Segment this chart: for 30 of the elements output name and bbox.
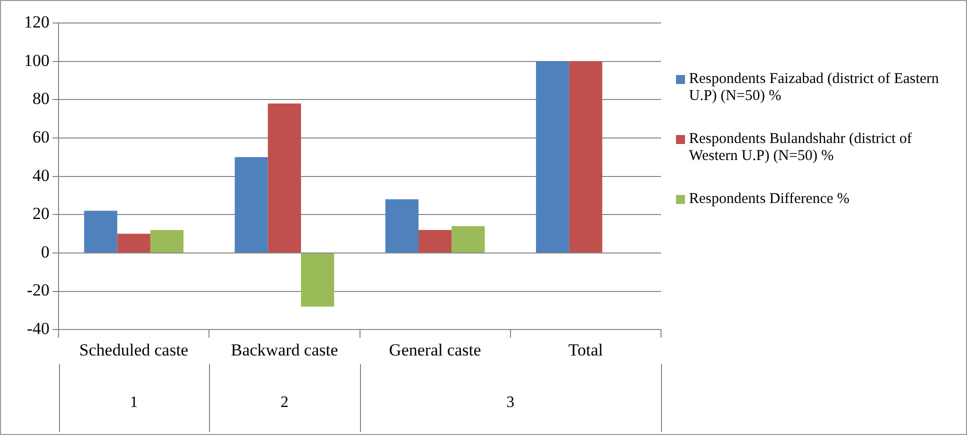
legend-label: Respondents Difference %: [689, 191, 850, 208]
y-tick-label: 40: [32, 166, 50, 185]
x-tick-label: Backward caste: [230, 340, 338, 360]
bar: [452, 226, 485, 252]
bar: [234, 157, 268, 252]
y-tick-label: 0: [41, 242, 50, 262]
legend-label: Respondents Bulandshahr (district of Western U.P) (N=50) %: [689, 131, 913, 165]
bar: [84, 210, 118, 252]
x-tick-label: Total: [568, 340, 604, 360]
text: 1: [130, 394, 138, 412]
y-tick-label: 80: [32, 89, 50, 108]
text: 3: [506, 394, 514, 412]
bar: [301, 253, 334, 307]
bar: [418, 230, 452, 252]
bar: [569, 61, 602, 252]
y-tick-label: -40: [26, 319, 50, 338]
bar: [536, 61, 570, 252]
legend-label: Respondents Faizabad (district of Eastern U.P) (N=50) %: [689, 71, 940, 105]
y-tick-label: 100: [24, 50, 50, 70]
y-tick-label: 120: [24, 12, 50, 32]
bar: [268, 103, 302, 252]
x-tick-label: General caste: [389, 340, 482, 360]
y-tick-label: 60: [32, 127, 50, 146]
text: 2: [280, 394, 288, 412]
y-tick-label: 20: [32, 204, 50, 224]
bar: [150, 230, 184, 252]
bar: [117, 234, 150, 252]
bar: [385, 199, 418, 252]
y-tick-label: -20: [26, 280, 50, 300]
x-tick-label: Scheduled caste: [79, 340, 188, 360]
